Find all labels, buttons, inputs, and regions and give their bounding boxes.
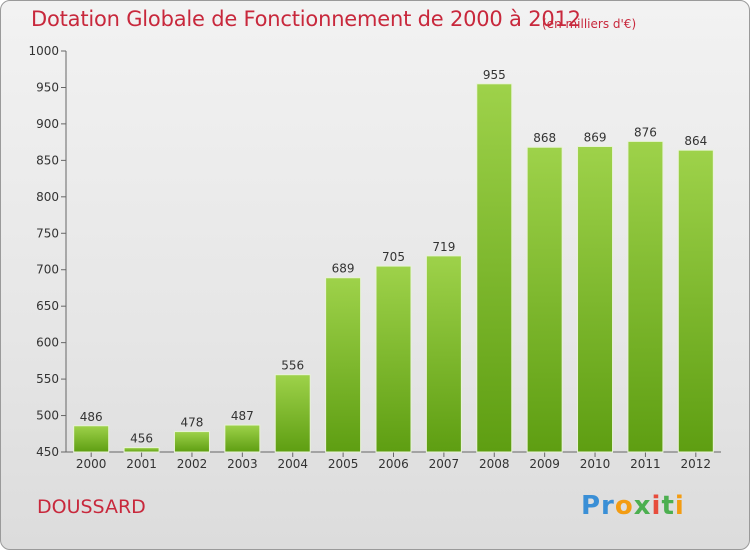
data-label-2007: 719	[432, 240, 455, 254]
x-tick-label-2000: 2000	[76, 457, 107, 471]
data-label-2011: 876	[634, 125, 657, 139]
axes: 450 500 550 600 650 700 750 800 850 900 950 1000	[28, 44, 721, 459]
data-label-2000: 486	[80, 410, 103, 424]
x-tick-label-2006: 2006	[378, 457, 409, 471]
bar-2009	[526, 146, 563, 453]
bar-2007	[425, 255, 462, 453]
x-tick-label-2010: 2010	[580, 457, 611, 471]
data-label-2003: 487	[231, 409, 254, 423]
bar-2006	[375, 265, 412, 453]
bar-2001	[123, 447, 160, 453]
bar-2002	[173, 431, 210, 453]
x-tick-label-2011: 2011	[630, 457, 661, 471]
bar-2012	[677, 149, 714, 453]
data-label-2005: 689	[332, 262, 355, 276]
bar-2011	[627, 140, 664, 453]
chart-subtitle: (en milliers d'€)	[542, 17, 637, 31]
data-label-2010: 869	[584, 131, 607, 145]
x-tick-label-2005: 2005	[328, 457, 359, 471]
bar-2004	[274, 374, 311, 453]
bar-2003	[224, 424, 261, 453]
y-tick-label: 800	[36, 190, 59, 204]
x-tick-label-2007: 2007	[429, 457, 460, 471]
y-tick-label: 1000	[28, 44, 59, 58]
x-tick-label-2001: 2001	[126, 457, 157, 471]
data-label-2006: 705	[382, 250, 405, 264]
bar-2000	[73, 425, 110, 453]
data-label-2009: 868	[533, 131, 556, 145]
bar-2008	[476, 83, 513, 453]
y-tick-label: 900	[36, 117, 59, 131]
proxiti-logo[interactable]: Proxiti	[581, 491, 685, 521]
bars-group	[73, 83, 714, 453]
bar-2005	[325, 277, 362, 453]
y-tick-label: 600	[36, 336, 59, 350]
labels-group: 486 2000 456 2001 478 2002 487 2003 556 2004 689 20…	[76, 68, 711, 471]
town-name: DOUSSARD	[37, 496, 146, 518]
x-tick-label-2004: 2004	[277, 457, 308, 471]
x-tick-label-2012: 2012	[681, 457, 712, 471]
y-tick-label: 650	[36, 299, 59, 313]
x-tick-label-2009: 2009	[529, 457, 560, 471]
y-tick-label: 750	[36, 226, 59, 240]
chart-title: Dotation Globale de Fonctionnement de 20…	[31, 7, 581, 31]
x-tick-label-2002: 2002	[177, 457, 208, 471]
data-label-2012: 864	[684, 134, 707, 148]
data-label-2008: 955	[483, 68, 506, 82]
y-tick-label: 450	[36, 445, 59, 459]
data-label-2002: 478	[181, 416, 204, 430]
y-tick-label: 950	[36, 80, 59, 94]
data-label-2001: 456	[130, 432, 153, 446]
y-tick-label: 700	[36, 263, 59, 277]
y-tick-label: 850	[36, 153, 59, 167]
x-tick-label-2008: 2008	[479, 457, 510, 471]
y-tick-label: 500	[36, 409, 59, 423]
y-tick-label: 550	[36, 372, 59, 386]
data-label-2004: 556	[281, 359, 304, 373]
bar-2010	[577, 146, 614, 453]
x-tick-label-2003: 2003	[227, 457, 258, 471]
